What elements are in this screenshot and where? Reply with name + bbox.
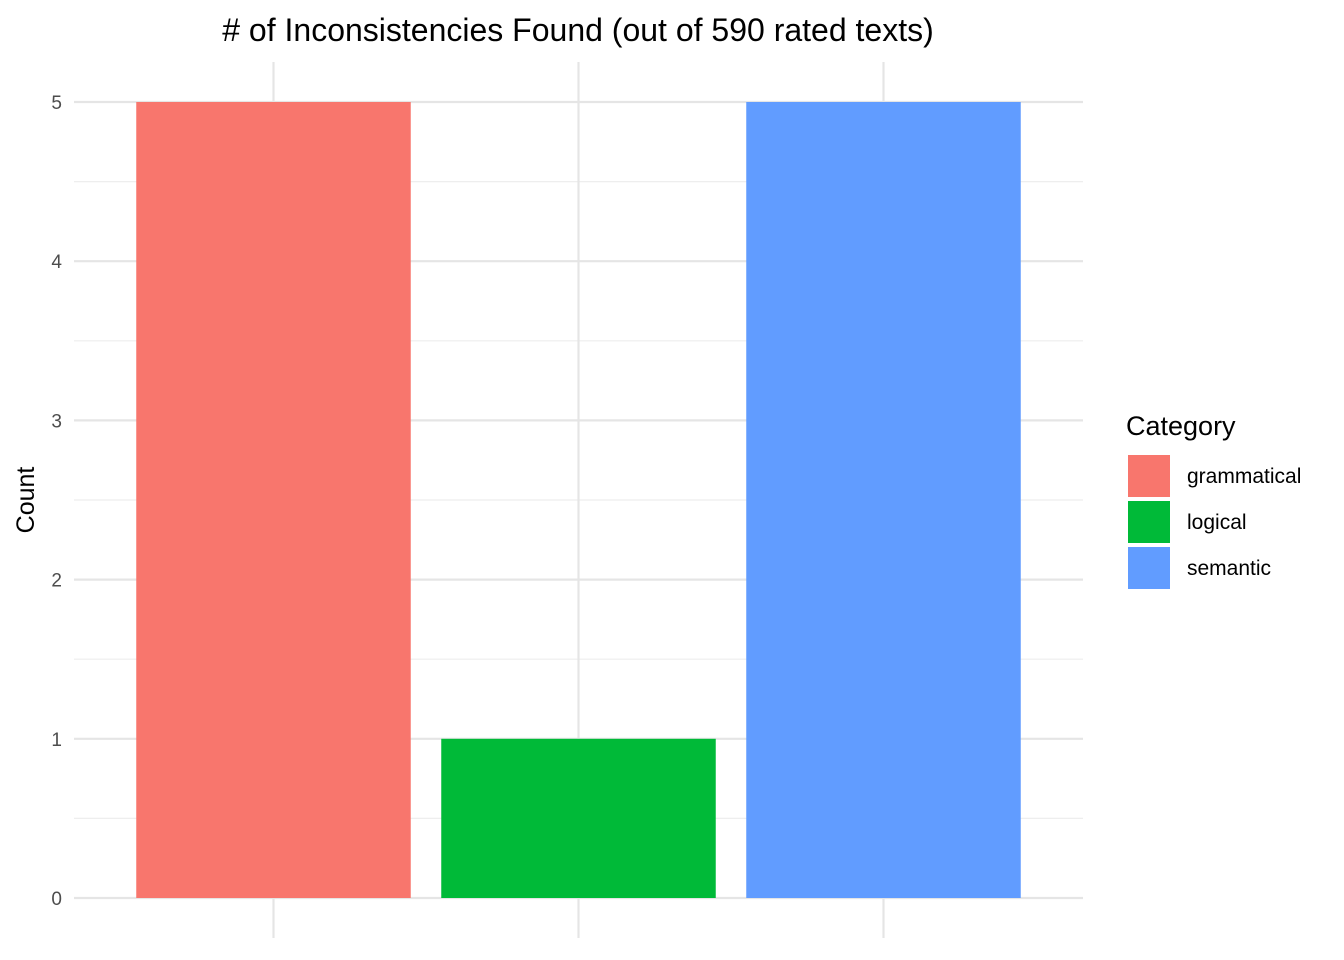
y-tick-label: 0 <box>51 889 62 910</box>
legend-title: Category <box>1126 411 1236 441</box>
chart-title: # of Inconsistencies Found (out of 590 r… <box>222 12 934 48</box>
legend-label-semantic: semantic <box>1187 557 1271 580</box>
y-tick-label: 1 <box>51 730 62 751</box>
bar-grammatical <box>136 102 411 898</box>
legend-key-semantic <box>1128 547 1170 589</box>
legend-key-logical <box>1128 501 1170 543</box>
y-tick-label: 4 <box>51 252 62 273</box>
y-tick-label: 3 <box>51 411 62 432</box>
y-tick-label: 2 <box>51 571 62 592</box>
legend: Category grammatical logical semantic <box>1126 411 1301 589</box>
y-axis-ticks: 0 1 2 3 4 5 <box>51 93 62 910</box>
legend-key-grammatical <box>1128 455 1170 497</box>
bars <box>136 102 1021 898</box>
legend-label-logical: logical <box>1187 511 1247 534</box>
legend-label-grammatical: grammatical <box>1187 465 1301 488</box>
bar-logical <box>441 738 716 898</box>
bar-semantic <box>746 102 1021 898</box>
y-tick-label: 5 <box>51 93 62 114</box>
y-axis-title: Count <box>12 467 40 534</box>
